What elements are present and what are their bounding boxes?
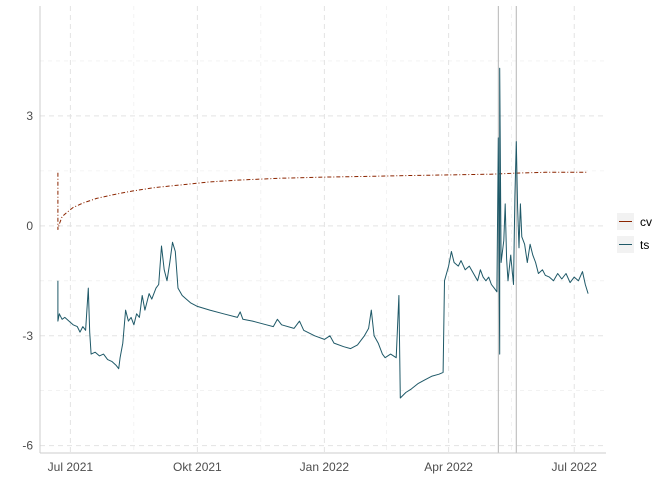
x-tick-label: Jul 2022 [552,460,598,474]
legend-label-ts: ts [640,238,649,252]
vertical-markers [497,6,517,453]
grid [40,6,606,453]
y-tick-label: 3 [26,109,33,123]
x-tick-label: Okt 2021 [173,460,222,474]
legend-label-cv: cv [640,215,652,229]
y-tick-label: 0 [26,219,33,233]
series-lines [57,67,589,399]
x-tick-label: Jan 2022 [300,460,350,474]
axes: Jul 2021 Okt 2021 Jan 2022 Apr 2022 Jul 2022… [22,6,606,474]
y-tick-label: -6 [22,439,33,453]
series-line-cv [57,171,589,230]
x-tick-label: Apr 2022 [424,460,473,474]
series-line-ts [57,67,589,399]
y-tick-label: -3 [22,329,33,343]
legend: cv ts [617,213,652,253]
x-tick-label: Jul 2021 [48,460,94,474]
